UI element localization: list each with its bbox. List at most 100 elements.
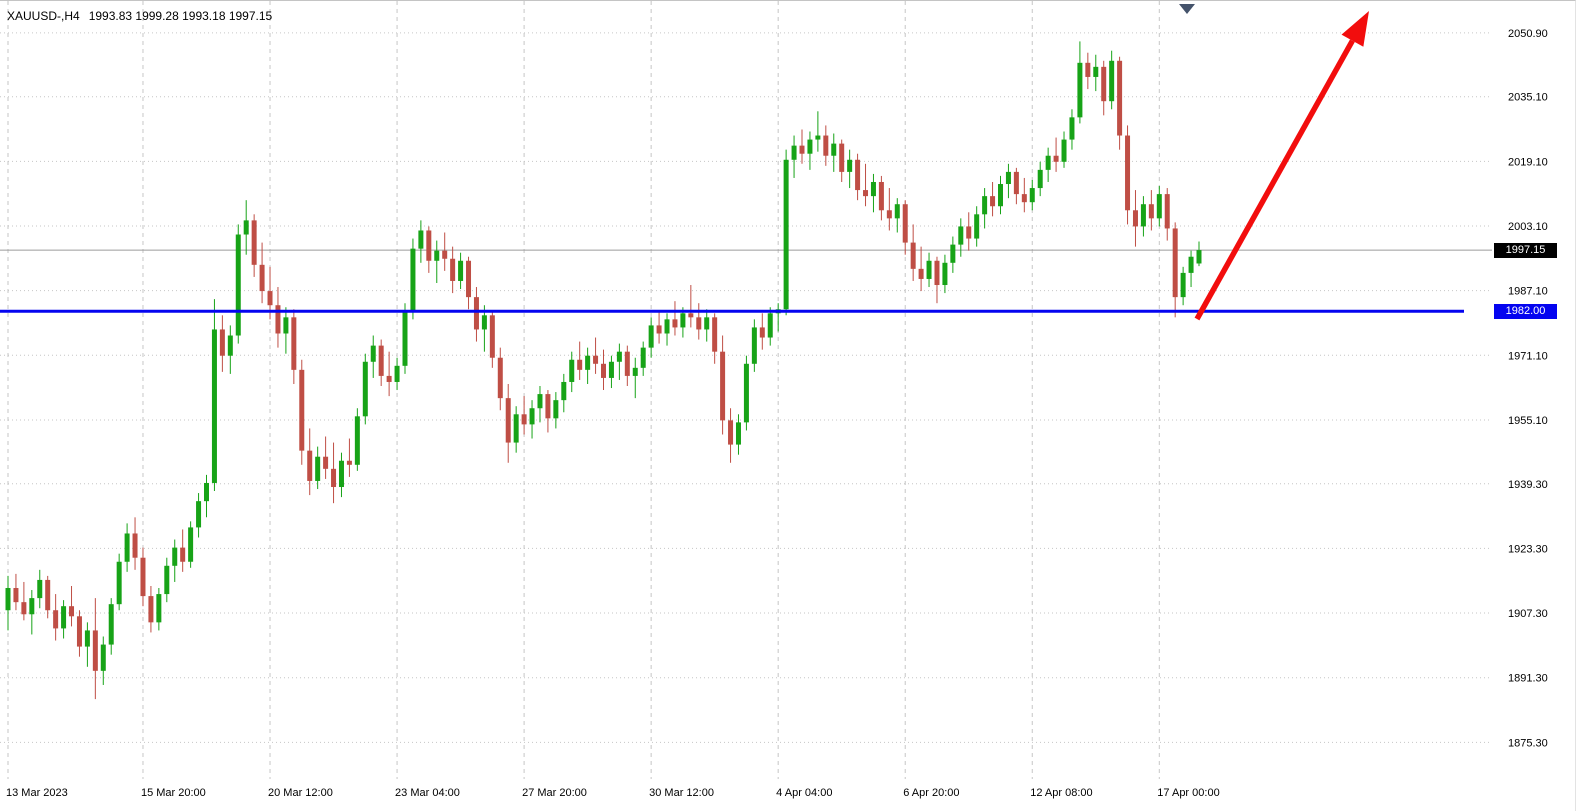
candle-bear <box>69 606 75 617</box>
price-axis-label: 1971.10 <box>1508 350 1548 362</box>
candle-bull <box>1196 250 1202 264</box>
candle-bear <box>934 260 940 286</box>
candle-bull <box>116 561 122 605</box>
candle-bull <box>1077 62 1083 118</box>
candle-bull <box>767 313 773 338</box>
candle-bear <box>712 317 718 352</box>
price-axis-label: 1923.30 <box>1508 543 1548 555</box>
candle-bear <box>489 315 495 358</box>
time-axis-label: 17 Apr 00:00 <box>1157 787 1219 799</box>
candle-bull <box>664 319 670 334</box>
candle-bear <box>910 242 916 269</box>
candle-bull <box>211 329 217 483</box>
candle-bull <box>172 547 178 566</box>
candle-bear <box>728 420 734 445</box>
candle-bear <box>593 355 599 364</box>
trend-arrow-shaft[interactable] <box>1194 39 1355 321</box>
candle-bull <box>950 244 956 263</box>
candle-bull <box>870 181 876 197</box>
candle-bull <box>1069 117 1075 140</box>
time-axis-label: 27 Mar 20:00 <box>522 787 587 799</box>
candle-bull <box>402 311 408 366</box>
candle-bear <box>76 616 82 647</box>
candle-bull <box>735 422 741 445</box>
candle-bear <box>473 297 479 330</box>
candle-bull <box>553 400 559 419</box>
candle-bear <box>1085 62 1091 77</box>
candle-bull <box>982 196 988 215</box>
candle-bull <box>434 250 440 261</box>
candle-bear <box>45 579 51 611</box>
candle-bull <box>608 361 614 378</box>
candle-bull <box>1109 60 1115 102</box>
candle-bear <box>601 363 606 378</box>
candle-bull <box>410 248 416 312</box>
candle-bear <box>990 196 996 207</box>
price-axis-label: 2003.10 <box>1508 221 1548 233</box>
candle-bear <box>545 394 551 419</box>
candle-bull <box>648 325 654 348</box>
candle-bear <box>140 557 146 597</box>
candle-bull <box>926 260 932 279</box>
candle-bull <box>354 416 360 465</box>
candle-bull <box>362 361 368 417</box>
candle-bear <box>180 547 186 562</box>
candle-bear <box>346 460 352 465</box>
time-axis-label: 4 Apr 04:00 <box>776 787 832 799</box>
candle-bull <box>370 345 376 362</box>
symbol-period-label: XAUUSD-,H4 <box>7 9 80 23</box>
candle-bull <box>283 317 289 334</box>
candle-bull <box>847 159 853 172</box>
candle-bear <box>918 268 924 279</box>
candle-bear <box>426 230 432 261</box>
candle-bull <box>235 234 241 336</box>
candle-bear <box>855 159 861 191</box>
candle-bear <box>1117 60 1123 136</box>
candle-bull <box>108 604 114 645</box>
candle-bear <box>878 181 884 211</box>
candle-bear <box>267 291 273 306</box>
candle-bull <box>124 533 130 562</box>
candle-bear <box>442 250 448 259</box>
candle-bull <box>84 630 90 647</box>
candle-bear <box>219 329 225 356</box>
candle-bull <box>61 606 67 629</box>
candle-bull <box>1188 256 1194 273</box>
candle-bull <box>227 335 233 356</box>
price-axis-label: 2019.10 <box>1508 156 1548 168</box>
candle-bull <box>807 139 813 154</box>
price-axis-label: 1875.30 <box>1508 737 1548 749</box>
price-axis-label: 1987.10 <box>1508 286 1548 298</box>
candle-bear <box>505 398 511 443</box>
candle-bear <box>323 456 329 469</box>
candle-bear <box>688 313 694 318</box>
price-axis-label: 1955.10 <box>1508 415 1548 427</box>
candle-bear <box>291 317 297 370</box>
ohlc-readout: 1993.83 1999.28 1993.18 1997.15 <box>88 9 273 23</box>
candle-bull <box>815 135 821 140</box>
candle-bear <box>251 220 257 265</box>
candle-bull <box>585 355 591 370</box>
candle-bull <box>204 482 209 502</box>
candle-bull <box>418 230 424 249</box>
trend-arrow-head[interactable] <box>1341 11 1369 47</box>
current-price-tag: 1997.15 <box>1494 243 1557 258</box>
candle-bear <box>577 359 583 370</box>
candle-bull <box>1005 171 1011 185</box>
candle-bull <box>958 226 964 245</box>
candle-bear <box>863 190 869 197</box>
candle-bear <box>378 345 384 376</box>
candle-bull <box>1093 66 1099 77</box>
time-axis-label: 6 Apr 20:00 <box>903 787 959 799</box>
candle-bear <box>148 596 154 623</box>
candle-bull <box>831 143 837 156</box>
candle-bull <box>783 159 789 310</box>
candle-bull <box>998 184 1003 207</box>
candle-bull <box>942 262 948 286</box>
time-axis-label: 30 Mar 12:00 <box>649 787 714 799</box>
candle-bull <box>458 260 464 281</box>
candle-bear <box>53 610 59 629</box>
candle-bear <box>1148 204 1154 219</box>
